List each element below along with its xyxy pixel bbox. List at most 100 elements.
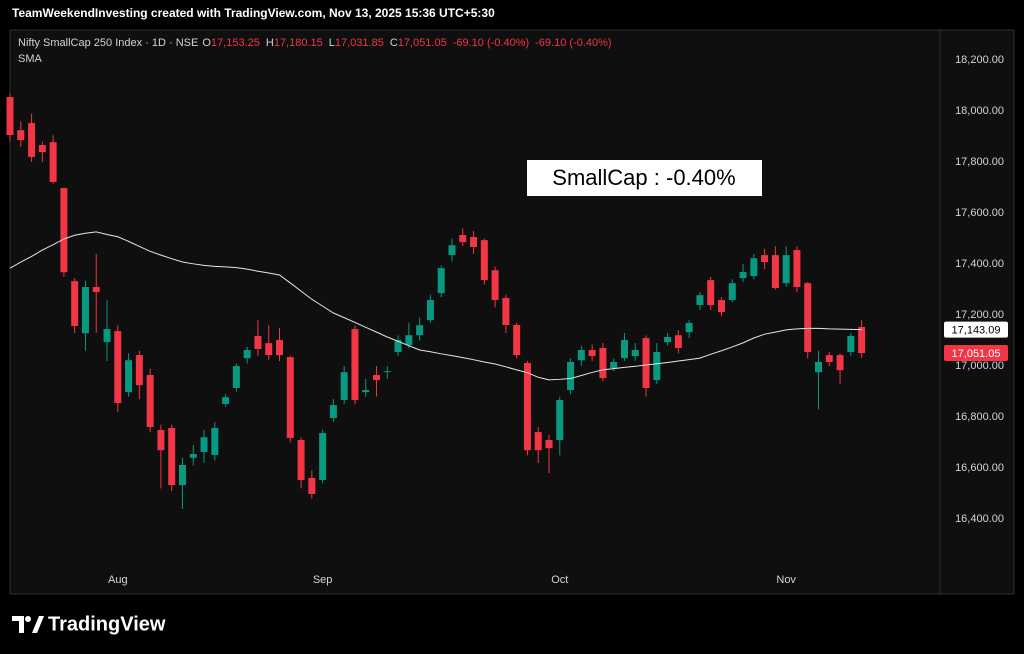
candle-body	[674, 335, 682, 348]
candle-body	[297, 439, 305, 481]
attribution: TeamWeekendInvesting created with Tradin…	[12, 6, 495, 20]
candle-body	[696, 295, 704, 306]
x-tick-label: Aug	[108, 574, 128, 586]
y-tick-label: 17,000.00	[955, 360, 1004, 372]
candle-body	[383, 371, 391, 373]
candle-body	[567, 361, 575, 391]
candle-body	[92, 287, 100, 293]
candle-body	[265, 343, 273, 356]
candle-body	[157, 430, 165, 451]
candle-body	[815, 361, 822, 373]
candle-body	[631, 349, 639, 357]
indicator-label: SMA	[18, 53, 43, 65]
candle-body	[804, 283, 812, 353]
candle-body	[329, 405, 337, 419]
candle-body	[825, 355, 833, 362]
candle-body	[556, 399, 564, 440]
candle-body	[38, 144, 46, 153]
x-tick-label: Sep	[313, 574, 333, 586]
candle-body	[750, 258, 758, 277]
candle-body	[793, 250, 801, 288]
y-tick-label: 17,800.00	[955, 156, 1004, 168]
candle-body	[459, 234, 467, 243]
price-marker-box	[944, 321, 1008, 338]
candle-body	[49, 142, 57, 182]
ohlc-value: 17,031.85	[335, 37, 384, 49]
candle-body	[276, 340, 283, 356]
candle-body	[534, 432, 542, 451]
candle-body	[405, 335, 413, 346]
candle-body	[319, 433, 327, 481]
candle-body	[437, 268, 445, 294]
brand-name: TradingView	[48, 613, 166, 635]
candle-body	[523, 362, 531, 451]
candle-body	[351, 329, 359, 400]
ohlc-value: 17,180.15	[274, 37, 323, 49]
ohlc-value: 17,153.25	[211, 37, 260, 49]
y-tick-label: 16,400.00	[955, 513, 1004, 525]
candle-body	[362, 390, 370, 393]
candle-body	[513, 325, 521, 356]
candle-body	[739, 271, 747, 279]
candle-body	[491, 270, 499, 301]
candle-body	[761, 255, 769, 263]
candle-body	[620, 340, 628, 359]
ohlc-key: O	[202, 37, 211, 49]
candle-body	[394, 340, 402, 353]
candle-body	[189, 454, 197, 458]
candle-body	[178, 464, 186, 486]
y-tick-label: 18,200.00	[955, 54, 1004, 66]
change: -69.10 (-0.40%)	[453, 37, 529, 49]
annotation: SmallCap : -0.40%	[552, 165, 735, 190]
candle-body	[17, 130, 25, 141]
legend: Nifty SmallCap 250 Index · 1D · NSE O17,1…	[18, 37, 612, 49]
candle-body	[685, 322, 693, 333]
price-marker-box	[944, 345, 1008, 362]
y-tick-label: 17,200.00	[955, 309, 1004, 321]
candle-body	[664, 336, 672, 343]
y-tick-label: 16,600.00	[955, 462, 1004, 474]
candle-body	[146, 374, 154, 427]
ohlc-value: 17,051.05	[398, 37, 447, 49]
candle-body	[168, 428, 176, 486]
candle-body	[426, 300, 434, 321]
candle-body	[836, 355, 844, 371]
ohlc-key: L	[329, 37, 335, 49]
ohlc-key: H	[266, 37, 274, 49]
legend-title: Nifty SmallCap 250 Index · 1D · NSE	[18, 37, 198, 49]
candle-body	[599, 347, 607, 379]
candle-body	[610, 361, 618, 369]
candle-body	[114, 331, 122, 404]
price-marker-label: 17,051.05	[952, 348, 1001, 360]
sma-line	[9, 231, 862, 381]
candle-body	[470, 237, 478, 247]
candle-body	[707, 280, 715, 306]
candle-body	[28, 123, 36, 157]
candle-body	[243, 349, 251, 359]
candle-body	[254, 335, 262, 349]
candle-body	[502, 297, 510, 326]
candle-body	[717, 300, 725, 312]
chart-pane	[9, 29, 1015, 595]
candle-body	[588, 349, 596, 357]
candle-body	[286, 357, 294, 438]
candle-body	[858, 326, 866, 354]
candle-body	[340, 372, 348, 400]
candle-body	[653, 352, 661, 381]
candle-body	[232, 366, 240, 388]
candle-body	[81, 287, 89, 334]
candle-body	[373, 374, 381, 381]
ohlc-key: C	[390, 37, 398, 49]
y-tick-label: 17,400.00	[955, 258, 1004, 270]
annotation-box	[527, 160, 762, 196]
candle-body	[577, 349, 585, 361]
price-marker-label: 17,143.09	[952, 324, 1001, 336]
candle-body	[103, 329, 111, 343]
candle-body	[125, 360, 133, 393]
candle-body	[545, 439, 553, 449]
candle-body	[308, 477, 316, 495]
candle-body	[200, 437, 208, 452]
candle-body	[60, 188, 68, 273]
